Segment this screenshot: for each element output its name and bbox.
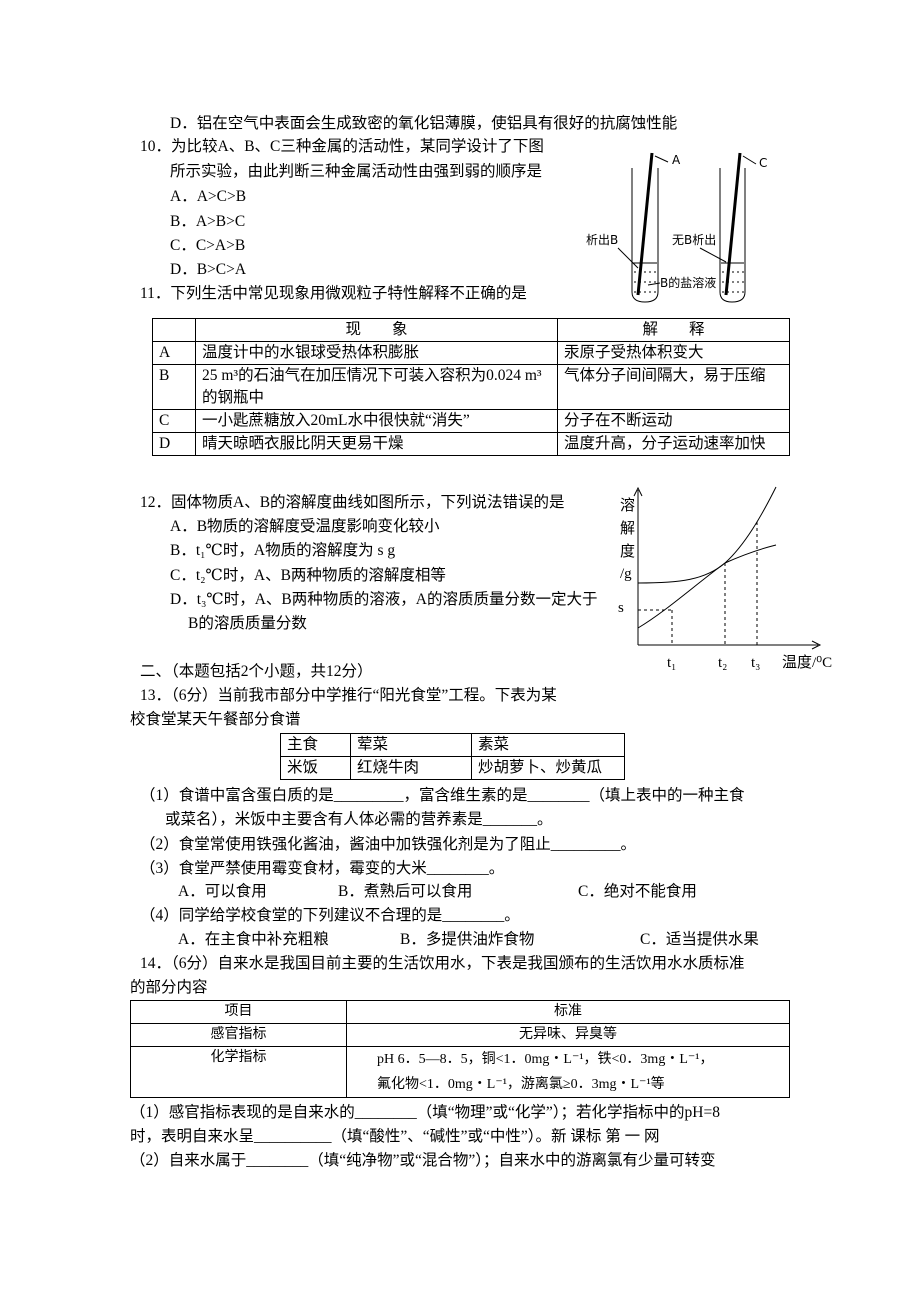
cell: 素菜 xyxy=(471,733,625,757)
cell: 气体分子间间隔大，易于压缩 xyxy=(557,364,790,410)
question: 12．固体物质A、B的溶解度曲线如图所示，下列说法错误的是 xyxy=(140,494,565,511)
label: A xyxy=(672,153,681,167)
cell: 温度升高，分子运动速率加快 xyxy=(557,432,790,456)
label: C xyxy=(759,156,767,170)
question: （2）食堂常使用铁强化酱油，酱油中加铁强化剂是为了阻止_________。 xyxy=(140,836,637,853)
option: B．煮熟后可以食用 xyxy=(338,883,473,900)
question: 所示实验，由此判断三种金属活动性由强到弱的顺序是 xyxy=(170,163,543,180)
cell: 温度计中的水银球受热体积膨胀 xyxy=(195,341,558,365)
menu-table: 主食 荤菜 素菜 米饭 红烧牛肉 炒胡萝卜、炒黄瓜 xyxy=(280,733,625,780)
question: （1）感官指标表现的是自来水的________（填“物理”或“化学”）；若化学指… xyxy=(130,1104,720,1121)
question: （3）食堂严禁使用霉变食材，霉变的大米________。 xyxy=(140,860,505,877)
cell: 氟化物<1．0mg・L⁻¹，游离氯≥0．3mg・L⁻¹等 xyxy=(377,1077,665,1092)
cell: 晴天晾晒衣服比阴天更易干燥 xyxy=(195,432,558,456)
option: C．适当提供水果 xyxy=(640,931,759,948)
cell: B xyxy=(152,364,196,410)
option: A．B物质的溶解度受温度影响变化较小 xyxy=(170,518,440,535)
axis-label: 溶 xyxy=(620,497,635,514)
option: B．A>B>C xyxy=(170,213,246,230)
axis-label: s xyxy=(618,600,624,616)
label: B的盐溶液 xyxy=(660,275,716,290)
question: 10．为比较A、B、C三种金属的活动性，某同学设计了下图 xyxy=(140,138,544,155)
option: B．t₁℃时，A物质的溶解度为 s g xyxy=(170,542,396,559)
axis-label: t₃ xyxy=(751,655,760,671)
label: 无B析出 xyxy=(672,233,716,247)
cell: D xyxy=(152,432,196,456)
cell: 无异味、异臭等 xyxy=(346,1023,790,1047)
option: D．铝在空气中表面会生成致密的氧化铝薄膜，使铝具有很好的抗腐蚀性能 xyxy=(170,115,678,132)
question: 或菜名），米饭中主要含有人体必需的营养素是_______。 xyxy=(165,811,553,828)
question: 的部分内容 xyxy=(130,979,208,996)
question: 校食堂某天午餐部分食谱 xyxy=(130,711,301,728)
standard-table: 项目 标准 感官指标 无异味、异臭等 化学指标 pH 6．5—8．5，铜<1．0mg・… xyxy=(130,1000,790,1098)
cell: 汞原子受热体积变大 xyxy=(557,341,790,365)
label: 析出B xyxy=(586,233,618,247)
question: 时，表明自来水呈__________（填“酸性”、“碱性”或“中性”）。新 课标… xyxy=(130,1128,660,1145)
option: A．在主食中补充粗粮 xyxy=(178,931,329,948)
cell: 红烧牛肉 xyxy=(350,756,472,780)
cell: C xyxy=(152,409,196,433)
question: 13．（6分）当前我市部分中学推行“阳光食堂”工程。下表为某 xyxy=(140,687,557,704)
option: C．C>A>B xyxy=(170,237,246,254)
cell: 米饭 xyxy=(280,756,351,780)
solubility-graph: 溶 解 度 /g s t₁ t₂ t₃ 温度/⁰C xyxy=(618,486,832,671)
option: B．多提供油炸食物 xyxy=(400,931,535,948)
axis-label: 度 xyxy=(620,543,635,560)
question: 11．下列生活中常见现象用微观粒子特性解释不正确的是 xyxy=(140,285,527,302)
option: C．t₂℃时，A、B两种物质的溶解度相等 xyxy=(170,567,446,584)
cell: pH 6．5—8．5，铜<1．0mg・L⁻¹，铁<0．3mg・L⁻¹， xyxy=(377,1052,714,1067)
option: B的溶质质量分数 xyxy=(188,615,307,632)
cell: 化学指标 xyxy=(130,1046,347,1098)
option: A．可以食用 xyxy=(178,883,267,900)
table: 现 象解 释 A 温度计中的水银球受热体积膨胀 汞原子受热体积变大 B 25 m³的石… xyxy=(152,318,790,456)
cell: 感官指标 xyxy=(130,1023,347,1047)
section: 二、（本题包括2个小题，共12分） xyxy=(140,663,373,680)
option: D．B>C>A xyxy=(170,261,247,278)
axis-label: /g xyxy=(620,566,632,582)
axis-label: 温度/⁰C xyxy=(782,654,832,671)
question: （2）自来水属于________（填“纯净物”或“混合物”）；自来水中的游离氯有… xyxy=(130,1152,716,1169)
header: 标准 xyxy=(346,1000,790,1024)
question: 14．（6分）自来水是我国目前主要的生活饮用水，下表是我国颁布的生活饮用水水质标… xyxy=(140,955,745,972)
cell: 荤菜 xyxy=(350,733,472,757)
option: C．绝对不能食用 xyxy=(578,883,697,900)
axis-label: t₂ xyxy=(718,655,727,671)
question: （1）食谱中富含蛋白质的是_________，富含维生素的是________（填… xyxy=(140,787,745,804)
axis-label: 解 xyxy=(620,520,635,537)
option: D．t₃℃时，A、B两种物质的溶液，A的溶质质量分数一定大于 xyxy=(170,591,598,608)
header: 项目 xyxy=(130,1000,347,1024)
cell: 分子在不断运动 xyxy=(557,409,790,433)
cell: A xyxy=(152,341,196,365)
cell: 主食 xyxy=(280,733,351,757)
cell: 一小匙蔗糖放入20mL水中很快就“消失” xyxy=(195,409,558,433)
option: A．A>C>B xyxy=(170,188,247,205)
header: 现 象 xyxy=(195,318,558,342)
question: （4）同学给学校食堂的下列建议不合理的是________。 xyxy=(140,907,520,924)
axis-label: t₁ xyxy=(667,655,676,671)
cell: 炒胡萝卜、炒黄瓜 xyxy=(471,756,625,780)
cell: 25 m³的石油气在加压情况下可装入容积为0.024 m³的钢瓶中 xyxy=(195,364,558,410)
header: 解 释 xyxy=(557,318,790,342)
test-tube-figure xyxy=(617,152,757,303)
